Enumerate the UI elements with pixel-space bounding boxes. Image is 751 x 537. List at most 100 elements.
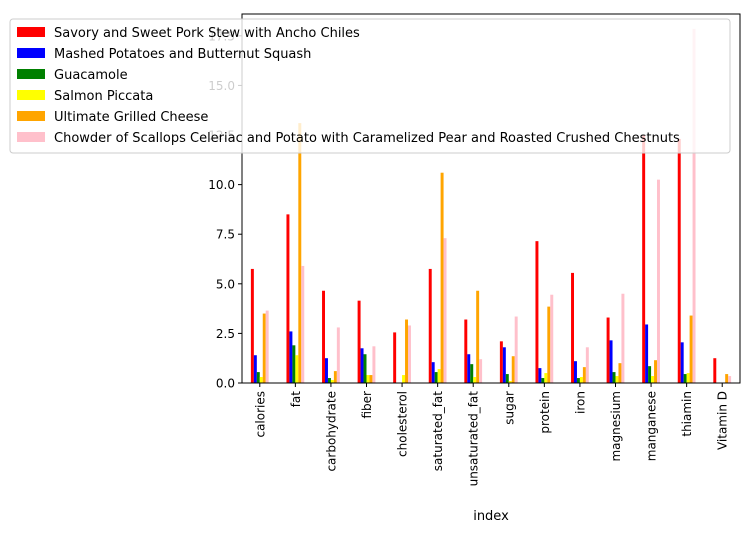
bar <box>265 310 269 383</box>
bar <box>609 340 613 383</box>
bar <box>571 272 574 383</box>
bar <box>286 214 290 383</box>
bar <box>538 368 542 383</box>
bar <box>250 268 254 383</box>
bar <box>440 172 444 383</box>
bar <box>437 369 441 383</box>
x-tick-label: calories <box>253 391 267 438</box>
bar <box>585 347 589 383</box>
bar <box>434 372 438 383</box>
bar <box>713 358 717 383</box>
legend: Savory and Sweet Pork Stew with Ancho Ch… <box>9 18 731 154</box>
x-tick-label: thiamin <box>680 391 694 437</box>
bar <box>256 372 260 383</box>
bar <box>621 293 625 383</box>
bar <box>393 332 397 383</box>
bar <box>680 342 684 383</box>
bar <box>547 306 551 383</box>
x-tick-label: magnesium <box>609 391 623 462</box>
bar <box>618 363 622 383</box>
y-tick-label: 2.5 <box>216 327 235 341</box>
x-tick-label: cholesterol <box>396 391 410 457</box>
legend-label: Salmon Piccata <box>54 89 153 104</box>
x-tick-label: fat <box>289 391 303 408</box>
bar <box>508 381 512 383</box>
bar <box>289 331 293 383</box>
bar <box>615 376 619 383</box>
bar <box>648 366 652 383</box>
x-tick-label: Vitamin D <box>716 391 730 450</box>
bar <box>499 341 503 383</box>
bar <box>327 378 331 383</box>
bar <box>464 319 468 383</box>
y-tick-label: 10.0 <box>208 178 235 192</box>
bar <box>292 345 296 383</box>
bar <box>428 268 432 383</box>
bar <box>322 290 325 383</box>
legend-swatch <box>17 27 45 37</box>
bar <box>336 327 340 383</box>
plot-frame <box>241 13 741 384</box>
bar <box>405 319 408 383</box>
bar <box>473 377 477 383</box>
x-axis-label: index <box>473 509 509 524</box>
legend-label: Mashed Potatoes and Butternut Squash <box>54 47 311 62</box>
bar <box>579 377 583 383</box>
bar <box>402 375 406 383</box>
bar <box>657 179 660 383</box>
bar <box>333 371 337 383</box>
bar <box>692 28 696 383</box>
bar <box>544 373 548 383</box>
x-tick-label: saturated_fat <box>431 391 445 471</box>
bar <box>431 362 435 383</box>
bar <box>582 367 586 383</box>
y-tick-label: 5.0 <box>216 277 235 291</box>
bar <box>357 300 361 383</box>
bar <box>514 316 518 383</box>
bar <box>298 123 302 384</box>
bar <box>645 324 649 383</box>
bar <box>505 374 509 383</box>
legend-label: Savory and Sweet Pork Stew with Ancho Ch… <box>54 26 360 41</box>
bar <box>295 355 299 383</box>
bar <box>443 238 447 383</box>
bar <box>574 361 577 383</box>
x-tick-label: carbohydrate <box>324 391 338 472</box>
bar <box>467 354 471 383</box>
x-tick-label: iron <box>573 391 587 414</box>
bar <box>301 265 305 383</box>
bar <box>369 375 373 383</box>
legend-label: Ultimate Grilled Cheese <box>54 110 208 125</box>
bar <box>683 374 687 383</box>
x-tick-label: fiber <box>360 391 374 419</box>
bar <box>502 347 506 383</box>
bar <box>541 378 545 383</box>
bar <box>253 355 257 383</box>
x-tick-label: manganese <box>645 391 659 461</box>
bar <box>330 380 334 383</box>
legend-label: Guacamole <box>54 68 128 83</box>
x-tick-label: protein <box>538 391 552 434</box>
bar <box>259 377 263 383</box>
legend-swatch <box>17 132 45 142</box>
bar <box>651 376 655 383</box>
bar <box>677 138 681 383</box>
bar <box>725 374 729 383</box>
bar <box>408 325 411 383</box>
legend-swatch <box>17 48 45 58</box>
bar <box>642 135 646 383</box>
bar <box>262 313 266 383</box>
bar <box>325 358 328 383</box>
bar <box>728 376 732 383</box>
bar <box>511 356 515 383</box>
x-tick-label: sugar <box>502 391 516 425</box>
bar <box>689 315 693 383</box>
legend-box <box>9 18 731 154</box>
bar <box>476 290 480 383</box>
x-tick-label: unsaturated_fat <box>467 391 481 487</box>
bar <box>576 378 580 383</box>
legend-swatch <box>17 69 45 79</box>
bar <box>535 241 539 383</box>
bar <box>686 373 690 383</box>
